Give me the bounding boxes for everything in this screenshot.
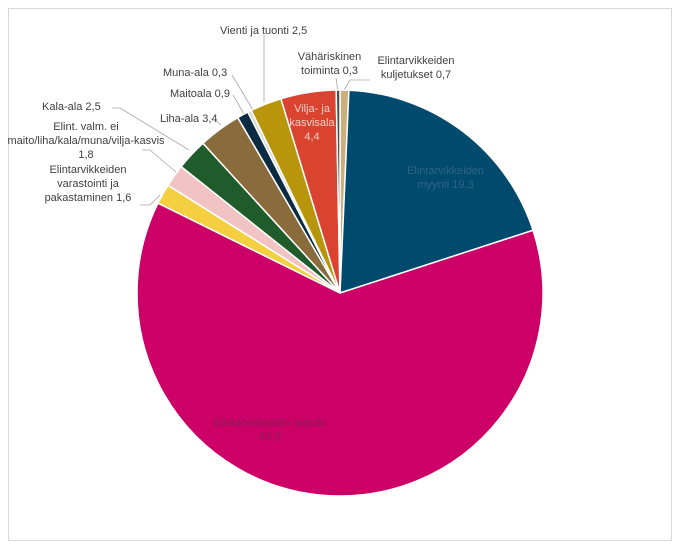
value-label: 4,4 bbox=[304, 131, 320, 143]
category-name: Vienti ja tuonti bbox=[220, 25, 289, 37]
value-label: 0,9 bbox=[214, 88, 230, 100]
value-label: 19,3 bbox=[452, 179, 474, 191]
data-label: Vähäriskinen toiminta 0,3 bbox=[292, 50, 367, 78]
category-name: Elintarvikkeiden myynti bbox=[406, 165, 485, 191]
category-name: Muna-ala bbox=[163, 67, 209, 79]
category-name: Elint. valm. ei maito/liha/kala/muna/vil… bbox=[7, 121, 165, 147]
data-label: Elintarvikkeiden varastointi ja pakastam… bbox=[35, 163, 141, 205]
category-name: Maitoala bbox=[170, 88, 212, 100]
pie-slice bbox=[136, 202, 544, 497]
value-label: 0,3 bbox=[211, 67, 228, 79]
value-label: 3,4 bbox=[202, 113, 218, 125]
data-label: Elintarvikkeiden myynti 19,3 bbox=[398, 164, 493, 192]
pie-slice bbox=[339, 89, 535, 295]
value-label: 1,6 bbox=[116, 192, 132, 204]
data-label: Vilja- ja kasvisala 4,4 bbox=[282, 102, 342, 144]
value-label: 2,5 bbox=[291, 25, 308, 37]
value-label: 1,8 bbox=[78, 149, 94, 161]
category-name: Kala-ala bbox=[42, 101, 83, 113]
data-label: Muna-ala 0,3 bbox=[163, 66, 243, 80]
category-name: Liha-ala bbox=[160, 113, 200, 125]
category-name: Vähäriskinen toiminta bbox=[297, 51, 362, 77]
data-label: Vienti ja tuonti 2,5 bbox=[220, 24, 340, 38]
data-label: Kala-ala 2,5 bbox=[42, 100, 122, 114]
category-name: Elintarvikkeiden tarjoilu bbox=[213, 417, 327, 429]
data-label: Elint. valm. ei maito/liha/kala/muna/vil… bbox=[6, 120, 166, 162]
data-label: Liha-ala 3,4 bbox=[160, 112, 230, 126]
value-label: 2,5 bbox=[85, 101, 101, 113]
category-name: Vilja- ja kasvisala bbox=[289, 103, 335, 129]
data-label: Elintarvikkeiden kuljetukset 0,7 bbox=[368, 54, 464, 82]
category-name: Elintarvikkeiden varastointi ja pakastam… bbox=[44, 164, 127, 204]
value-label: 0,7 bbox=[435, 69, 452, 81]
value-label: 0,3 bbox=[342, 65, 358, 77]
value-label: 62,3 bbox=[259, 431, 281, 443]
data-label: Elintarvikkeiden tarjoilu 62,3 bbox=[205, 416, 335, 444]
data-label: Maitoala 0,9 bbox=[170, 87, 240, 101]
category-name: Elintarvikkeiden kuljetukset bbox=[377, 55, 455, 81]
pie-slice bbox=[335, 89, 341, 294]
